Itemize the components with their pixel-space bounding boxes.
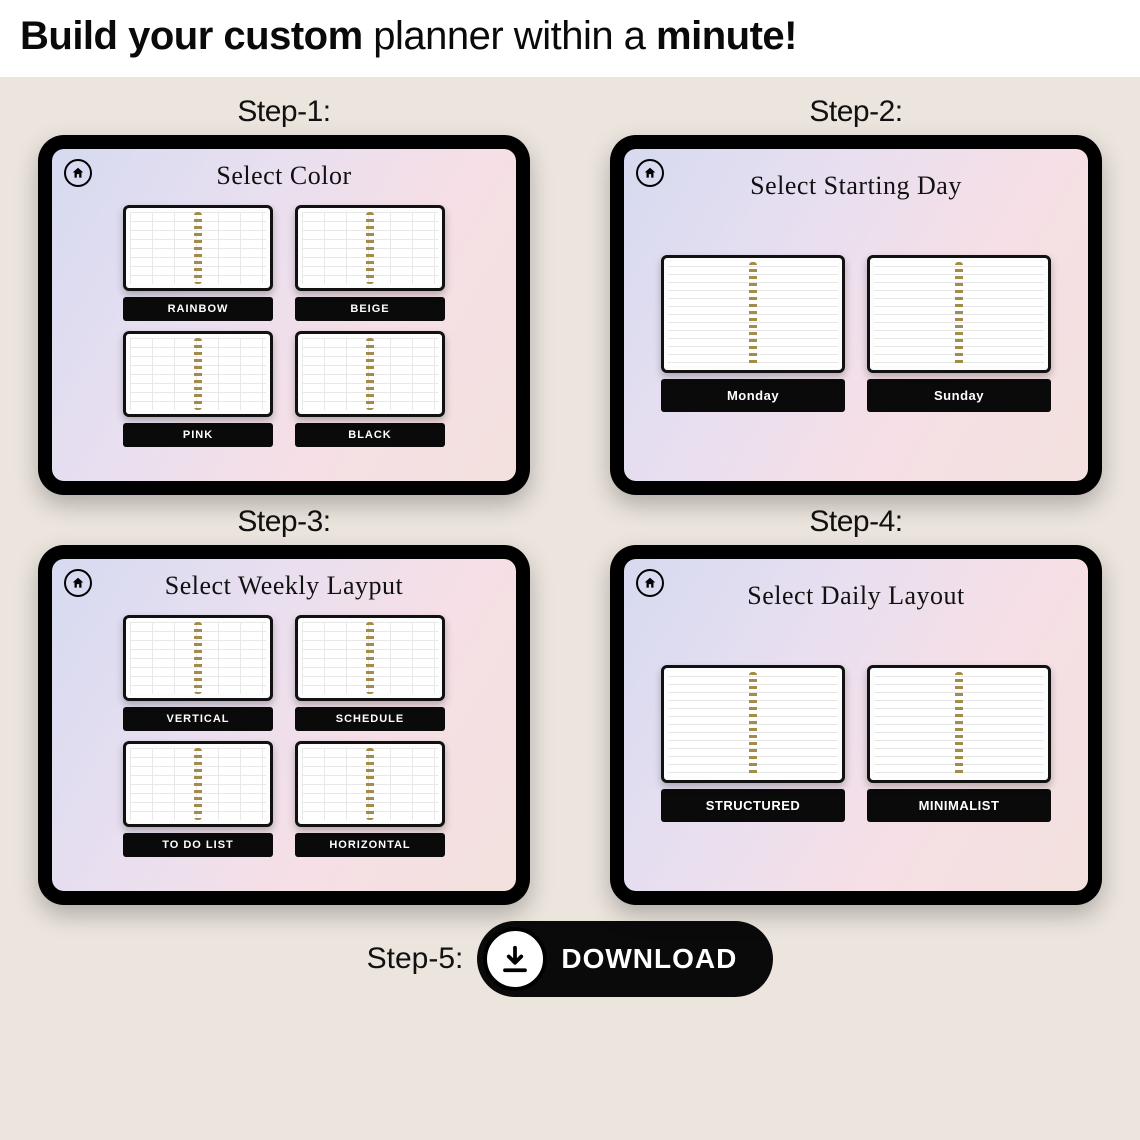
step-3-label: Step-3: <box>28 505 540 539</box>
option-monday[interactable]: Monday <box>661 215 845 412</box>
option-label: SCHEDULE <box>295 707 445 731</box>
screen-title-3: Select Weekly Layput <box>66 571 502 601</box>
option-sunday[interactable]: Sunday <box>867 215 1051 412</box>
download-text: DOWNLOAD <box>561 943 737 975</box>
home-icon[interactable] <box>64 569 92 597</box>
step-1-label: Step-1: <box>28 95 540 129</box>
screen-step-4: Select Daily Layout STRUCTURED MINIMALIS… <box>624 559 1088 891</box>
options-step-3: VERTICAL SCHEDULE TO DO LIST <box>66 615 502 857</box>
options-step-2: Monday Sunday <box>638 215 1074 412</box>
preview-thumb <box>123 205 273 291</box>
step-3: Step-3: Select Weekly Layput VERTICAL <box>28 505 540 905</box>
preview-thumb <box>867 255 1051 373</box>
screen-step-1: Select Color RAINBOW BEIGE <box>52 149 516 481</box>
preview-thumb <box>123 331 273 417</box>
ipad-step-2: Select Starting Day Monday Sunday <box>610 135 1102 495</box>
options-step-4: STRUCTURED MINIMALIST <box>638 625 1074 822</box>
step-1: Step-1: Select Color RAINBOW BEIGE <box>28 95 540 495</box>
options-step-1: RAINBOW BEIGE PINK <box>66 205 502 447</box>
download-icon <box>483 927 547 991</box>
preview-thumb <box>867 665 1051 783</box>
option-label: HORIZONTAL <box>295 833 445 857</box>
option-label: Sunday <box>867 379 1051 412</box>
option-pink[interactable]: PINK <box>123 331 273 447</box>
steps-grid: Step-1: Select Color RAINBOW BEIGE <box>0 77 1140 905</box>
option-label: BEIGE <box>295 297 445 321</box>
option-black[interactable]: BLACK <box>295 331 445 447</box>
option-label: BLACK <box>295 423 445 447</box>
ipad-step-1: Select Color RAINBOW BEIGE <box>38 135 530 495</box>
option-label: Monday <box>661 379 845 412</box>
headline-suffix: minute! <box>656 14 797 58</box>
option-label: MINIMALIST <box>867 789 1051 822</box>
screen-step-3: Select Weekly Layput VERTICAL SCHEDULE <box>52 559 516 891</box>
option-label: RAINBOW <box>123 297 273 321</box>
preview-thumb <box>661 665 845 783</box>
headline-middle: planner within a <box>363 14 656 58</box>
download-button[interactable]: DOWNLOAD <box>477 921 773 997</box>
step-2-label: Step-2: <box>600 95 1112 129</box>
option-label: STRUCTURED <box>661 789 845 822</box>
screen-title-2: Select Starting Day <box>638 171 1074 201</box>
preview-thumb <box>295 331 445 417</box>
preview-thumb <box>123 615 273 701</box>
preview-thumb <box>661 255 845 373</box>
ipad-step-4: Select Daily Layout STRUCTURED MINIMALIS… <box>610 545 1102 905</box>
option-vertical[interactable]: VERTICAL <box>123 615 273 731</box>
home-icon[interactable] <box>636 569 664 597</box>
headline-prefix: Build your custom <box>20 14 363 58</box>
home-icon[interactable] <box>64 159 92 187</box>
option-label: TO DO LIST <box>123 833 273 857</box>
preview-thumb <box>123 741 273 827</box>
option-schedule[interactable]: SCHEDULE <box>295 615 445 731</box>
screen-step-2: Select Starting Day Monday Sunday <box>624 149 1088 481</box>
step-5-label: Step-5: <box>367 942 464 976</box>
option-label: PINK <box>123 423 273 447</box>
headline: Build your custom planner within a minut… <box>20 14 1120 59</box>
headline-bar: Build your custom planner within a minut… <box>0 0 1140 77</box>
preview-thumb <box>295 205 445 291</box>
home-icon[interactable] <box>636 159 664 187</box>
option-minimalist[interactable]: MINIMALIST <box>867 625 1051 822</box>
preview-thumb <box>295 741 445 827</box>
ipad-step-3: Select Weekly Layput VERTICAL SCHEDULE <box>38 545 530 905</box>
step-5: Step-5: DOWNLOAD <box>0 921 1140 997</box>
option-label: VERTICAL <box>123 707 273 731</box>
screen-title-1: Select Color <box>66 161 502 191</box>
option-horizontal[interactable]: HORIZONTAL <box>295 741 445 857</box>
option-structured[interactable]: STRUCTURED <box>661 625 845 822</box>
option-beige[interactable]: BEIGE <box>295 205 445 321</box>
step-4: Step-4: Select Daily Layout STRUCTURED <box>600 505 1112 905</box>
option-rainbow[interactable]: RAINBOW <box>123 205 273 321</box>
preview-thumb <box>295 615 445 701</box>
screen-title-4: Select Daily Layout <box>638 581 1074 611</box>
step-4-label: Step-4: <box>600 505 1112 539</box>
option-todo[interactable]: TO DO LIST <box>123 741 273 857</box>
step-2: Step-2: Select Starting Day Monday <box>600 95 1112 495</box>
